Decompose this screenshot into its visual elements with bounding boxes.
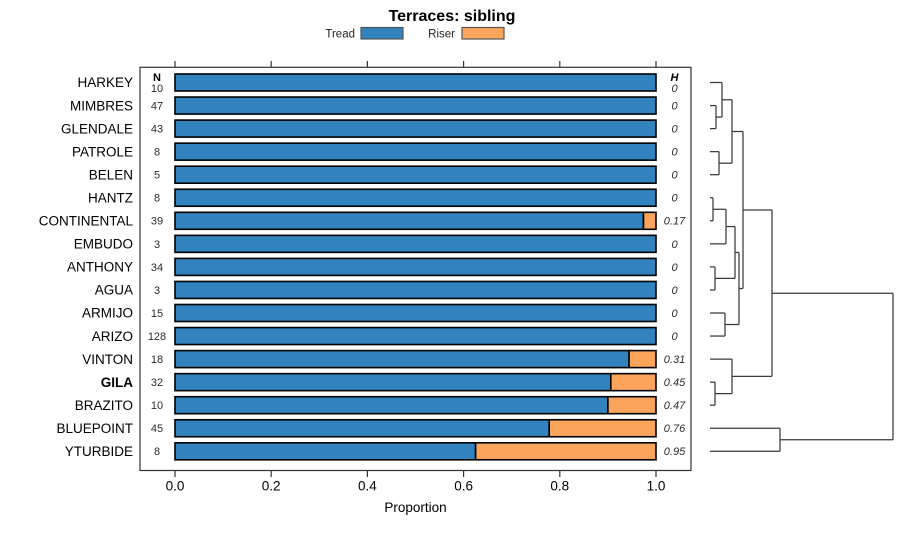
h-column-header: H xyxy=(671,72,680,84)
x-tick-label-0.6: 0.6 xyxy=(454,479,473,494)
bar-riser-brazito xyxy=(607,395,657,415)
plot-box xyxy=(139,66,692,472)
bar-tread-yturbide xyxy=(174,441,477,461)
bar-tread-patrole xyxy=(174,142,657,161)
dendrogram xyxy=(710,81,894,452)
bar-tread-belen xyxy=(174,165,657,184)
row-label-vinton: VINTON xyxy=(82,352,133,367)
h-value-brazito: 0.47 xyxy=(664,400,686,412)
bar-riser-bluepoint xyxy=(548,418,657,438)
h-value-vinton: 0.31 xyxy=(664,354,685,366)
n-value-hantz: 8 xyxy=(154,193,160,205)
x-tick-label-0.4: 0.4 xyxy=(358,479,377,494)
row-label-anthony: ANTHONY xyxy=(67,260,133,275)
x-axis-label: Proportion xyxy=(384,500,446,515)
x-tick-label-0.8: 0.8 xyxy=(550,479,569,494)
bar-tread-hantz xyxy=(174,188,657,208)
h-value-hantz: 0 xyxy=(671,193,678,205)
row-label-glendale: GLENDALE xyxy=(61,121,133,136)
chart-title: Terraces: sibling xyxy=(389,8,516,25)
n-value-glendale: 43 xyxy=(151,124,163,136)
n-column-header: N xyxy=(153,72,161,84)
n-value-mimbres: 47 xyxy=(151,100,163,112)
row-label-belen: BELEN xyxy=(89,167,133,182)
bar-tread-embudo xyxy=(174,234,657,254)
row-label-harkey: HARKEY xyxy=(77,75,133,90)
n-value-anthony: 34 xyxy=(151,262,163,274)
row-label-bluepoint: BLUEPOINT xyxy=(56,421,133,436)
h-value-arizo: 0 xyxy=(671,331,678,343)
h-value-armijo: 0 xyxy=(671,308,678,320)
row-label-embudo: EMBUDO xyxy=(74,237,133,252)
bar-riser-continental xyxy=(642,211,657,231)
n-value-vinton: 18 xyxy=(151,354,163,366)
h-value-anthony: 0 xyxy=(671,262,678,274)
n-value-brazito: 10 xyxy=(151,400,163,412)
n-value-patrole: 8 xyxy=(154,147,160,159)
row-label-brazito: BRAZITO xyxy=(75,398,133,413)
row-label-mimbres: MIMBRES xyxy=(70,98,133,113)
row-label-patrole: PATROLE xyxy=(72,144,133,159)
bar-tread-mimbres xyxy=(174,96,657,115)
h-column: 0 0 0 0 0 0 0.17 0 0 0 0 0 0.31 0.45 0.47 0.76 0.95 xyxy=(664,83,686,458)
row-label-gila: GILA xyxy=(101,375,133,390)
n-value-agua: 3 xyxy=(154,285,160,297)
legend-label-riser: Riser xyxy=(428,29,455,41)
n-value-armijo: 15 xyxy=(151,308,163,320)
row-label-agua: AGUA xyxy=(95,283,133,298)
category-labels: HARKEY MIMBRES GLENDALE PATROLE BELEN HANTZ CO… xyxy=(39,75,134,459)
row-label-hantz: HANTZ xyxy=(88,190,133,205)
x-tick-label-1.0: 1.0 xyxy=(647,479,666,494)
h-value-gila: 0.45 xyxy=(664,377,686,389)
bar-tread-armijo xyxy=(174,303,657,323)
legend-swatch-tread xyxy=(360,26,404,40)
bar-tread-continental xyxy=(174,211,645,231)
n-value-harkey: 10 xyxy=(151,83,163,95)
bar-tread-vinton xyxy=(174,349,630,369)
bar-tread-brazito xyxy=(174,395,609,415)
n-value-gila: 32 xyxy=(151,377,163,389)
h-value-bluepoint: 0.76 xyxy=(664,423,686,435)
x-axis-ticks: 0.0 0.2 0.4 0.6 0.8 1.0 xyxy=(166,61,666,494)
bar-tread-anthony xyxy=(174,257,657,277)
row-label-armijo: ARMIJO xyxy=(82,306,133,321)
x-tick-label-0.0: 0.0 xyxy=(166,479,185,494)
bar-riser-gila xyxy=(609,372,657,392)
bar-tread-arizo xyxy=(174,326,657,346)
n-value-bluepoint: 45 xyxy=(151,423,163,435)
legend-label-tread: Tread xyxy=(325,29,355,41)
h-value-continental: 0.17 xyxy=(664,216,686,228)
h-value-embudo: 0 xyxy=(671,239,678,251)
n-value-belen: 5 xyxy=(154,170,160,182)
h-value-belen: 0 xyxy=(671,170,678,182)
bar-riser-yturbide xyxy=(474,441,657,461)
n-value-embudo: 3 xyxy=(154,239,160,251)
bars-group xyxy=(174,73,657,461)
n-value-arizo: 128 xyxy=(148,331,166,343)
h-value-harkey: 0 xyxy=(671,83,678,95)
h-value-agua: 0 xyxy=(671,285,678,297)
n-column: 10 47 43 8 5 8 39 3 34 3 15 128 18 32 10 45 8 xyxy=(148,83,166,458)
legend-swatch-riser xyxy=(461,26,505,40)
bar-riser-vinton xyxy=(628,349,657,369)
row-label-yturbide: YTURBIDE xyxy=(65,444,133,459)
h-value-yturbide: 0.95 xyxy=(664,446,686,458)
n-value-yturbide: 8 xyxy=(154,446,160,458)
x-tick-label-0.2: 0.2 xyxy=(262,479,281,494)
bar-tread-glendale xyxy=(174,119,657,138)
h-value-patrole: 0 xyxy=(671,147,678,159)
bar-tread-bluepoint xyxy=(174,418,551,438)
n-value-continental: 39 xyxy=(151,216,163,228)
bar-tread-harkey xyxy=(174,73,657,92)
row-label-arizo: ARIZO xyxy=(92,329,133,344)
legend: Tread Riser xyxy=(325,26,505,41)
bar-tread-agua xyxy=(174,280,657,300)
h-value-mimbres: 0 xyxy=(671,100,678,112)
h-value-glendale: 0 xyxy=(671,124,678,136)
row-label-continental: CONTINENTAL xyxy=(39,214,134,229)
bar-tread-gila xyxy=(174,372,612,392)
